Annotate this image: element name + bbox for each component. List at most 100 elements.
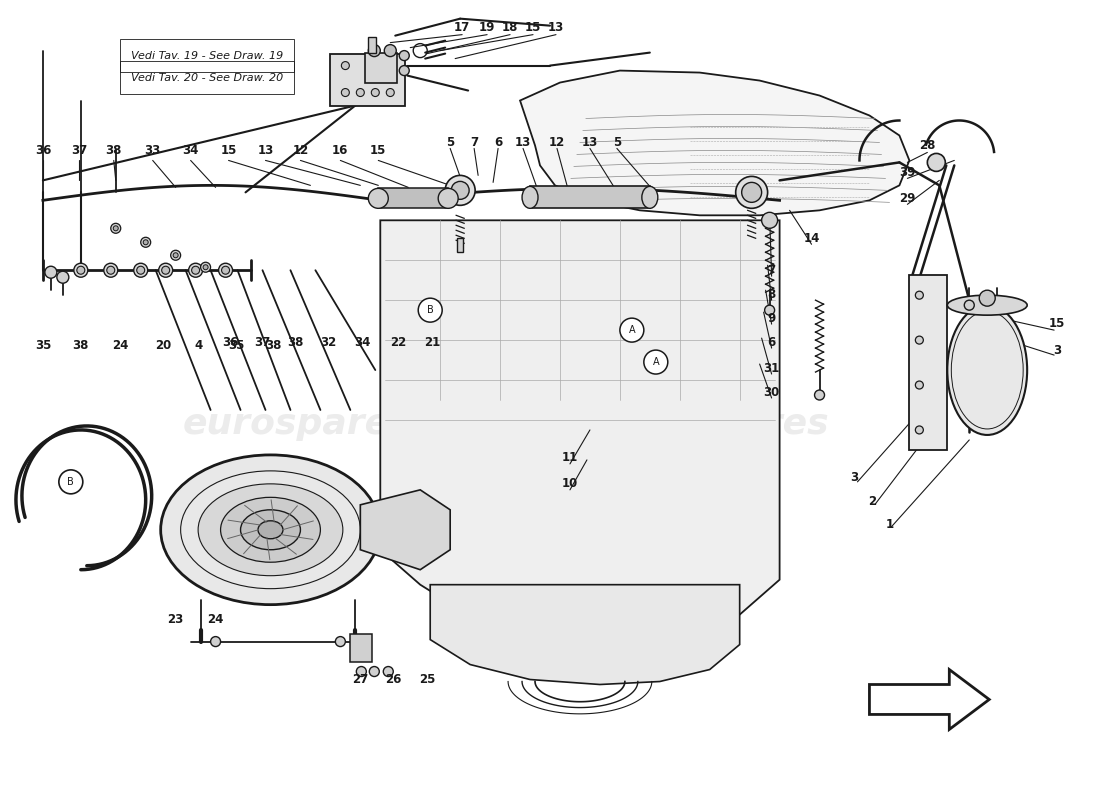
Circle shape — [372, 89, 379, 97]
Circle shape — [341, 89, 350, 97]
Ellipse shape — [221, 498, 320, 562]
Circle shape — [764, 305, 774, 315]
Text: 13: 13 — [515, 136, 531, 149]
Ellipse shape — [241, 510, 300, 550]
Text: 28: 28 — [920, 139, 935, 152]
Circle shape — [356, 89, 364, 97]
Text: 18: 18 — [502, 21, 518, 34]
Text: 14: 14 — [803, 232, 820, 245]
Text: 38: 38 — [265, 338, 282, 351]
Text: 37: 37 — [70, 144, 87, 157]
Circle shape — [113, 226, 119, 230]
Text: 39: 39 — [899, 166, 915, 179]
Text: 24: 24 — [112, 338, 129, 351]
Circle shape — [162, 266, 169, 274]
Text: 26: 26 — [385, 673, 402, 686]
Text: 15: 15 — [525, 21, 541, 34]
Circle shape — [170, 250, 180, 260]
Text: 13: 13 — [582, 136, 598, 149]
Circle shape — [915, 426, 923, 434]
Text: 3: 3 — [850, 471, 858, 484]
Text: Vedi Tav. 19 - See Draw. 19: Vedi Tav. 19 - See Draw. 19 — [131, 50, 283, 61]
Text: 9: 9 — [768, 312, 776, 325]
Circle shape — [384, 45, 396, 57]
Circle shape — [59, 470, 82, 494]
Bar — [378, 188, 448, 208]
Circle shape — [136, 266, 145, 274]
Text: 1: 1 — [886, 518, 893, 531]
Circle shape — [204, 265, 208, 270]
Circle shape — [141, 238, 151, 247]
Text: A: A — [628, 325, 635, 335]
Text: Vedi Tav. 20 - See Draw. 20: Vedi Tav. 20 - See Draw. 20 — [131, 73, 283, 82]
Circle shape — [103, 263, 118, 278]
Circle shape — [644, 350, 668, 374]
Bar — [350, 634, 372, 662]
Circle shape — [965, 300, 975, 310]
Text: 38: 38 — [287, 336, 304, 349]
Circle shape — [210, 637, 221, 646]
Circle shape — [188, 263, 202, 278]
Polygon shape — [520, 70, 910, 215]
Text: 31: 31 — [763, 362, 780, 374]
Circle shape — [814, 390, 825, 400]
Circle shape — [158, 263, 173, 278]
Text: 25: 25 — [419, 673, 436, 686]
Circle shape — [370, 666, 379, 677]
Text: 6: 6 — [494, 136, 503, 149]
Circle shape — [927, 154, 945, 171]
Text: 12: 12 — [293, 144, 309, 157]
Bar — [368, 37, 376, 53]
Text: 29: 29 — [899, 192, 915, 205]
Circle shape — [438, 188, 459, 208]
Circle shape — [173, 253, 178, 258]
Text: 35: 35 — [35, 338, 51, 351]
Text: 5: 5 — [613, 136, 621, 149]
Circle shape — [368, 45, 381, 57]
Circle shape — [446, 175, 475, 206]
Text: 13: 13 — [548, 21, 564, 34]
Circle shape — [915, 336, 923, 344]
Text: 36: 36 — [222, 336, 239, 349]
Circle shape — [761, 212, 778, 228]
Ellipse shape — [641, 186, 658, 208]
Text: 10: 10 — [562, 478, 579, 490]
Text: 32: 32 — [320, 336, 337, 349]
Text: 34: 34 — [354, 336, 371, 349]
Circle shape — [341, 62, 350, 70]
Circle shape — [74, 263, 88, 278]
Circle shape — [336, 637, 345, 646]
Circle shape — [915, 291, 923, 299]
Circle shape — [451, 182, 469, 199]
Text: 16: 16 — [332, 144, 349, 157]
Polygon shape — [381, 220, 780, 634]
Ellipse shape — [522, 186, 538, 208]
Bar — [365, 53, 397, 82]
Text: 38: 38 — [106, 144, 122, 157]
Text: 7: 7 — [768, 264, 776, 277]
Bar — [458, 238, 463, 252]
Circle shape — [107, 266, 114, 274]
Text: 37: 37 — [254, 336, 271, 349]
Text: B: B — [427, 305, 433, 315]
Bar — [330, 54, 405, 106]
Text: 27: 27 — [352, 673, 368, 686]
Text: 5: 5 — [446, 136, 454, 149]
Text: 12: 12 — [549, 136, 565, 149]
Bar — [910, 275, 947, 450]
Circle shape — [399, 50, 409, 61]
Text: 35: 35 — [229, 338, 244, 351]
Circle shape — [418, 298, 442, 322]
Text: 4: 4 — [195, 338, 202, 351]
Text: 21: 21 — [425, 336, 440, 349]
Bar — [530, 186, 650, 208]
Circle shape — [134, 263, 147, 278]
Ellipse shape — [947, 305, 1027, 435]
Ellipse shape — [947, 295, 1027, 315]
Circle shape — [45, 266, 57, 278]
Text: 13: 13 — [257, 144, 274, 157]
Text: 2: 2 — [868, 495, 877, 508]
Polygon shape — [430, 585, 739, 685]
Text: eurospares: eurospares — [183, 407, 411, 441]
Text: B: B — [67, 477, 74, 487]
